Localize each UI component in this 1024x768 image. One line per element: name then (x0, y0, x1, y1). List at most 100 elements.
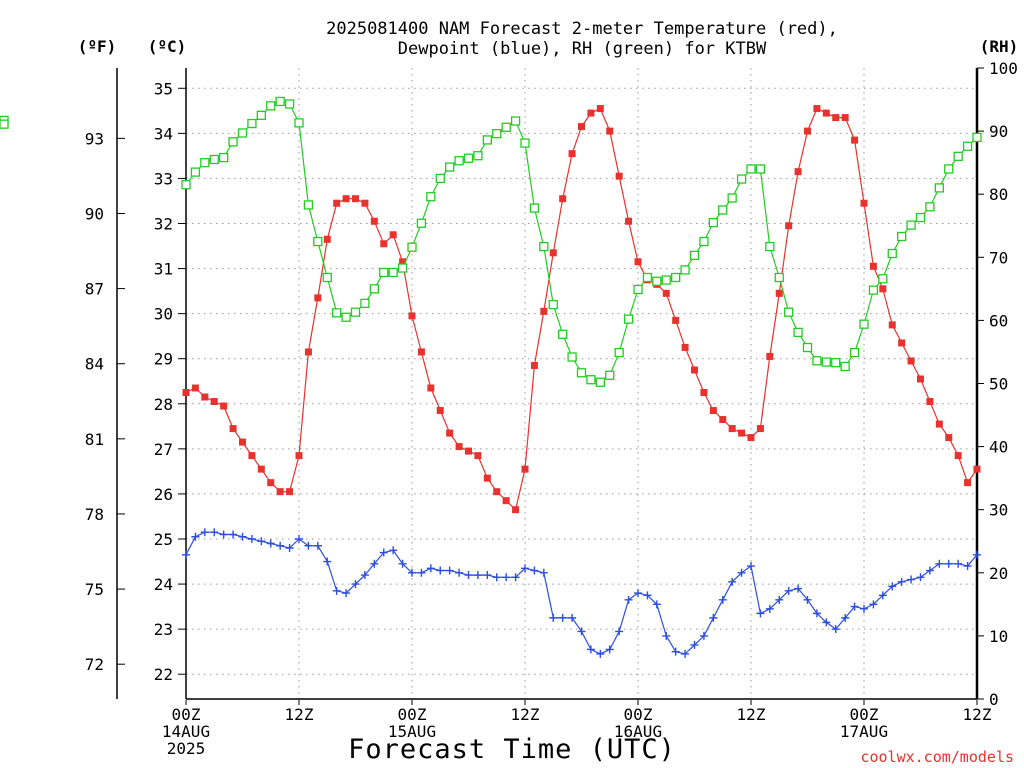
fahrenheit-tick-label: 90 (85, 204, 104, 223)
rh-tick-label: 10 (989, 627, 1008, 646)
data-point (878, 274, 888, 284)
data-point (360, 298, 370, 309)
data-point (333, 199, 341, 207)
x-tick-label: 12Z (963, 705, 992, 724)
data-point (832, 114, 840, 122)
data-point (586, 645, 595, 654)
data-point (691, 366, 698, 374)
data-point (182, 550, 190, 559)
data-point (417, 568, 426, 577)
data-point (266, 539, 275, 548)
data-point (917, 375, 924, 383)
data-point (332, 308, 342, 318)
data-point (521, 465, 529, 473)
data-point (821, 357, 831, 367)
data-point (501, 122, 511, 132)
data-point (672, 316, 680, 324)
data-point (521, 564, 529, 573)
chart-title: 2025081400 NAM Forecast 2-meter Temperat… (326, 19, 838, 59)
data-point (247, 118, 257, 129)
data-point (944, 164, 954, 174)
celsius-tick-label: 31 (154, 260, 173, 279)
series-dewpoint (182, 528, 981, 658)
data-point (606, 127, 614, 135)
data-point (256, 110, 266, 120)
data-point (794, 584, 803, 593)
data-point (446, 429, 454, 437)
data-point (793, 327, 803, 338)
data-point (294, 118, 304, 128)
celsius-tick-label: 27 (154, 440, 173, 459)
data-point (605, 370, 615, 380)
data-point (276, 488, 284, 496)
data-point (784, 307, 794, 317)
data-point (765, 241, 775, 252)
data-point (954, 559, 963, 568)
data-point (689, 250, 700, 261)
data-point (935, 420, 943, 428)
fahrenheit-tick-label: 78 (85, 505, 104, 524)
data-point (595, 377, 605, 387)
data-point (284, 99, 295, 109)
data-point (690, 640, 699, 649)
celsius-tick-label: 35 (154, 79, 173, 98)
data-point (596, 105, 604, 113)
data-point (473, 151, 483, 161)
data-point (436, 566, 445, 575)
x-tick-label: 12Z (511, 705, 540, 724)
data-point (520, 138, 530, 148)
data-point (576, 368, 587, 378)
fahrenheit-tick-label: 75 (85, 580, 104, 599)
data-point (869, 600, 878, 609)
data-point (228, 137, 238, 147)
fahrenheit-tick-label: 81 (85, 430, 104, 449)
data-point (888, 321, 896, 329)
fahrenheit-tick-label: 87 (85, 280, 104, 299)
data-point (671, 272, 681, 283)
data-point (455, 443, 463, 451)
series-line (185, 100, 978, 383)
data-point (907, 575, 916, 584)
celsius-tick-label: 34 (154, 124, 173, 143)
data-point (304, 541, 313, 550)
data-point (369, 284, 379, 294)
data-point (718, 595, 727, 604)
series-2-meter-temperature (182, 105, 981, 514)
data-point (972, 132, 982, 143)
data-point (474, 452, 482, 460)
data-point (417, 348, 425, 356)
data-point (577, 627, 586, 636)
data-point (907, 357, 915, 365)
data-point (605, 645, 614, 654)
x-tick-label: 00Z (624, 705, 653, 724)
data-point (578, 123, 585, 131)
data-point (191, 532, 200, 541)
data-point (510, 116, 521, 126)
data-point (229, 425, 237, 433)
celsius-axis-unit: (ºC) (148, 37, 187, 56)
data-point (878, 591, 887, 600)
celsius-tick-label: 25 (154, 530, 173, 549)
data-point (643, 591, 652, 600)
data-point (190, 167, 201, 177)
data-point (868, 285, 879, 295)
data-point (360, 571, 369, 580)
data-point (285, 544, 294, 553)
data-point (652, 276, 662, 286)
data-point (539, 568, 548, 577)
data-point (746, 164, 756, 174)
data-point (352, 195, 359, 203)
data-point (465, 447, 472, 455)
data-point (502, 573, 511, 582)
data-point (699, 236, 709, 247)
data-point (803, 595, 812, 604)
data-point (341, 312, 351, 322)
x-tick-label: 16AUG (614, 722, 662, 741)
data-point (804, 127, 811, 135)
x-axis-label: Forecast Time (UTC) (348, 734, 676, 765)
data-point (954, 452, 962, 460)
data-point (558, 329, 568, 339)
celsius-tick-label: 29 (154, 350, 173, 369)
data-point (756, 425, 764, 433)
data-point (426, 564, 435, 573)
